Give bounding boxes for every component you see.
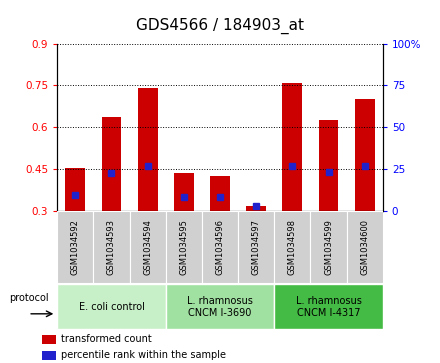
Text: GSM1034592: GSM1034592: [71, 219, 80, 275]
Text: protocol: protocol: [9, 293, 48, 303]
Text: E. coli control: E. coli control: [78, 302, 144, 312]
Bar: [238, 211, 274, 283]
Bar: [282, 82, 302, 211]
Bar: [274, 211, 311, 283]
Bar: [274, 284, 383, 329]
Bar: [166, 211, 202, 283]
Bar: [246, 206, 266, 211]
Bar: [174, 173, 194, 211]
Bar: [319, 120, 338, 211]
Text: GSM1034597: GSM1034597: [252, 219, 260, 275]
Bar: [66, 168, 85, 211]
Text: transformed count: transformed count: [61, 334, 152, 344]
Bar: [202, 211, 238, 283]
Bar: [93, 211, 129, 283]
Bar: [166, 284, 274, 329]
Text: L. rhamnosus
CNCM I-4317: L. rhamnosus CNCM I-4317: [296, 296, 362, 318]
Text: GSM1034599: GSM1034599: [324, 219, 333, 275]
Bar: [102, 117, 121, 211]
Bar: [57, 211, 93, 283]
Bar: [355, 99, 375, 211]
Text: L. rhamnosus
CNCM I-3690: L. rhamnosus CNCM I-3690: [187, 296, 253, 318]
Text: GSM1034600: GSM1034600: [360, 219, 369, 275]
Text: GSM1034598: GSM1034598: [288, 219, 297, 275]
Text: GSM1034594: GSM1034594: [143, 219, 152, 275]
Text: GSM1034593: GSM1034593: [107, 219, 116, 275]
Bar: [42, 351, 56, 360]
Text: GSM1034595: GSM1034595: [180, 219, 188, 275]
Bar: [347, 211, 383, 283]
Text: GDS4566 / 184903_at: GDS4566 / 184903_at: [136, 17, 304, 33]
Bar: [42, 335, 56, 344]
Text: GSM1034596: GSM1034596: [216, 219, 224, 275]
Text: percentile rank within the sample: percentile rank within the sample: [61, 350, 226, 360]
Bar: [210, 176, 230, 211]
Bar: [311, 211, 347, 283]
Bar: [129, 211, 166, 283]
Bar: [138, 88, 158, 211]
Bar: [57, 284, 166, 329]
